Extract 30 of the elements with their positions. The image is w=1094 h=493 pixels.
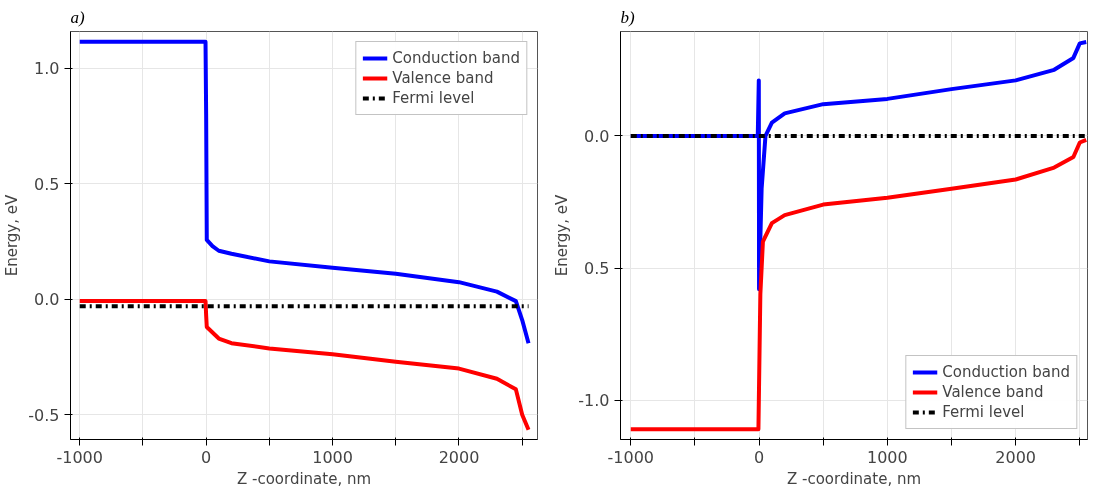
x-tick-label: 0 [201, 447, 212, 467]
y-tick-label: 0.5 [34, 174, 60, 194]
line-series [77, 299, 531, 432]
legend-label: Conduction band [392, 49, 520, 67]
x-tick-label: 2000 [995, 447, 1037, 467]
y-axis-title: Energy, eV [3, 193, 22, 277]
legend-label: Valence band [942, 383, 1044, 401]
chart-title: a) [70, 7, 85, 27]
line-series [77, 39, 531, 346]
y-tick-label: 0.5 [584, 259, 610, 278]
legend-label: Conduction band [942, 363, 1070, 381]
x-tick-label: 1000 [312, 447, 353, 467]
x-tick-label: 2000 [438, 447, 480, 467]
line-series [628, 137, 1088, 432]
x-axis-title: Z -coordinate, nm [236, 469, 372, 488]
x-tick-label: 1000 [867, 447, 908, 467]
legend-label: Fermi level [392, 89, 475, 107]
y-tick-label: 1.0 [34, 59, 60, 79]
legend-label: Valence band [392, 69, 494, 87]
y-axis-title: Energy, eV [553, 193, 572, 277]
y-tick-label: 0.0 [34, 290, 60, 310]
chart-title: b) [620, 7, 635, 27]
x-tick-label: -1000 [56, 447, 103, 467]
y-tick-label: -0.5 [28, 405, 60, 425]
x-tick-label: -1000 [607, 447, 655, 467]
legend-label: Fermi level [942, 403, 1025, 421]
x-tick-label: 0 [753, 447, 765, 467]
y-tick-label: -1.0 [578, 391, 610, 411]
y-tick-label: 0.0 [584, 126, 610, 146]
x-axis-title: Z -coordinate, nm [786, 469, 922, 488]
